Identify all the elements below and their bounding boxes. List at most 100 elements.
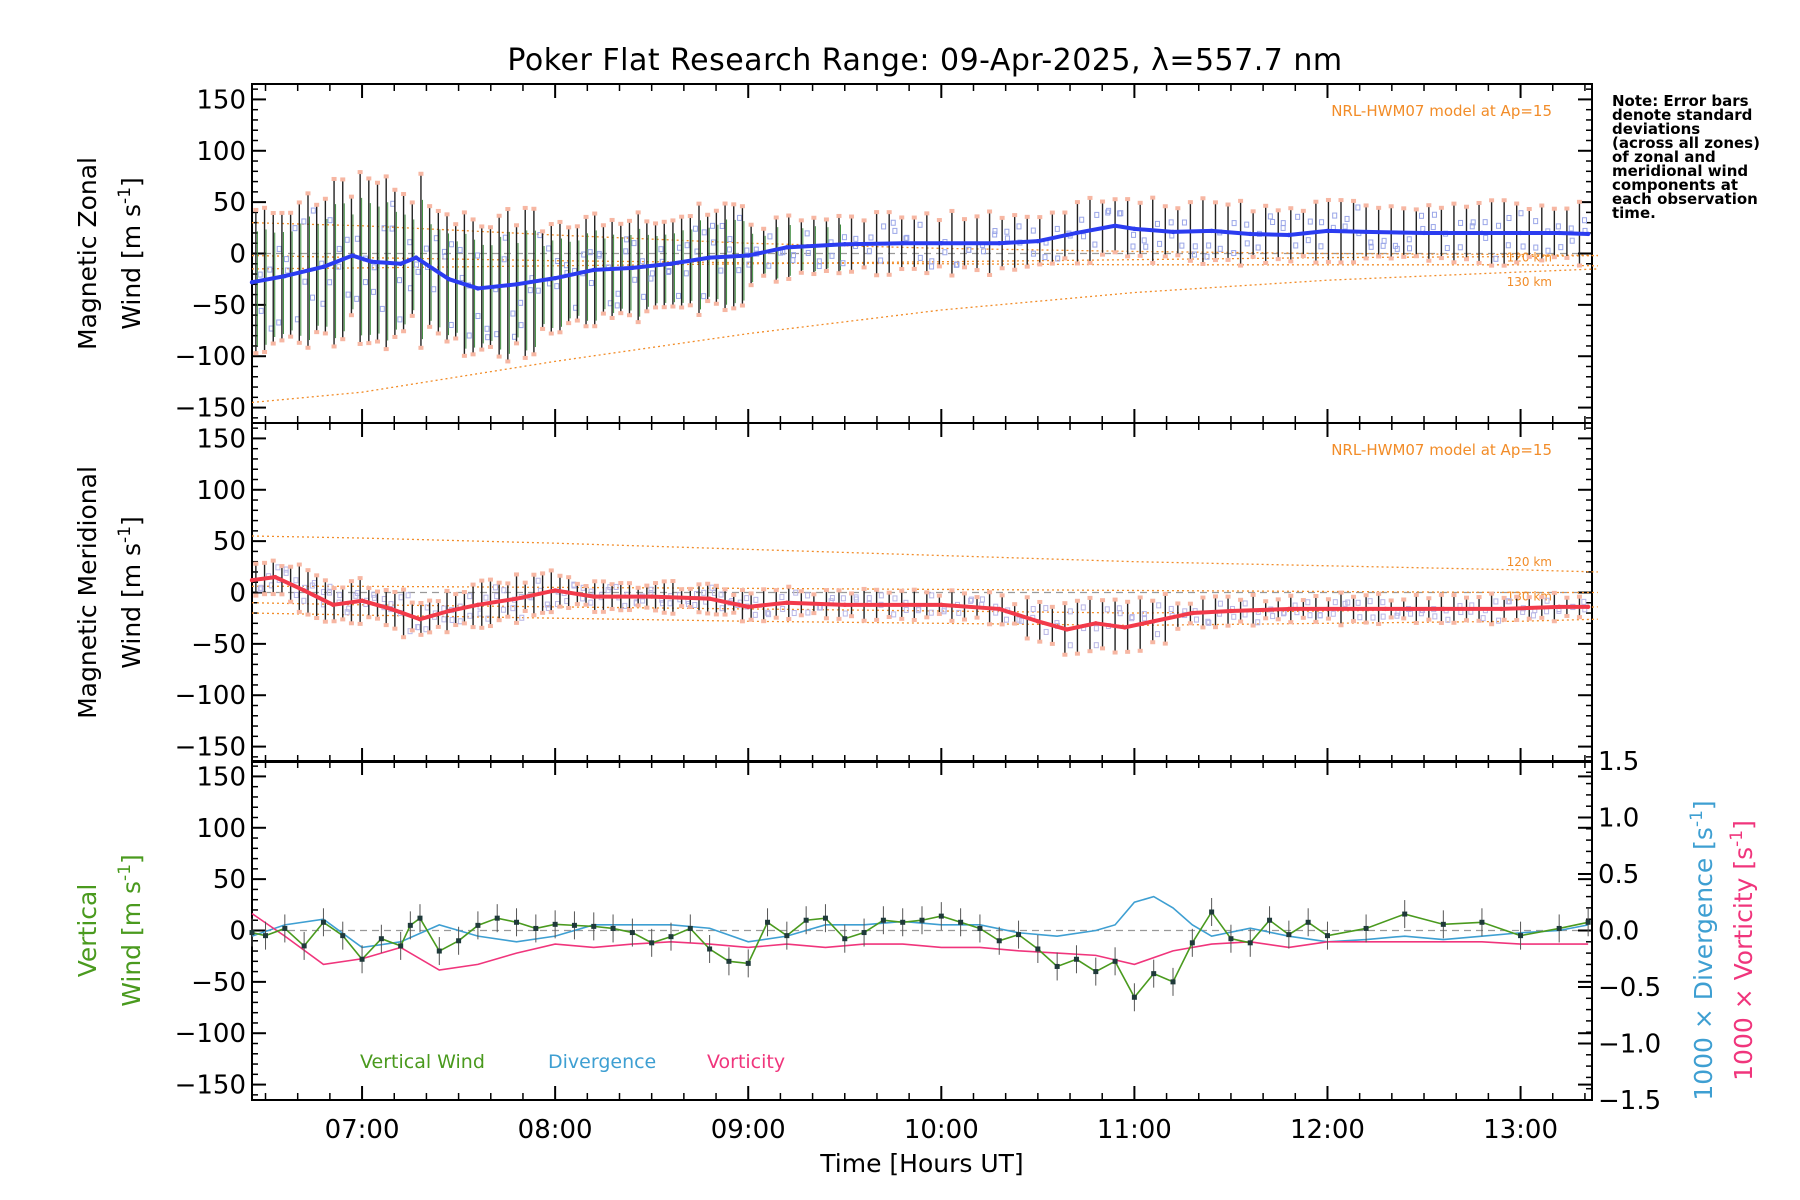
vertical-wind-point <box>1479 919 1485 925</box>
zone-point <box>1125 197 1131 202</box>
zonal-wind-point <box>1325 228 1330 234</box>
zone-point <box>1003 616 1009 623</box>
zone-point <box>258 307 264 314</box>
zone-point <box>861 586 867 591</box>
zone-point <box>479 578 485 583</box>
zone-point <box>1376 622 1382 627</box>
zone-point <box>1394 612 1400 619</box>
zone-point <box>767 233 773 240</box>
zone-point <box>326 589 332 596</box>
zone-point <box>305 345 311 350</box>
zone-point <box>1049 641 1055 646</box>
zone-point <box>1342 600 1348 607</box>
zone-point <box>401 329 407 334</box>
zone-point <box>1267 213 1273 220</box>
zone-point <box>903 606 909 613</box>
zone-point <box>253 593 259 598</box>
zone-point <box>744 247 750 254</box>
zone-point <box>1408 610 1414 617</box>
y2-tick-label: −1.5 <box>1598 1086 1661 1116</box>
divergence-axis-label: 1000 × Divergence [s-1] <box>1687 800 1718 1100</box>
zone-point <box>648 275 654 282</box>
x-tick-label: 11:00 <box>1097 1115 1172 1145</box>
zone-point <box>949 618 955 623</box>
zone-point <box>665 269 671 276</box>
y-tick-label: 0 <box>229 579 246 609</box>
zone-point <box>522 608 528 613</box>
zone-point <box>696 610 702 615</box>
zone-point <box>344 236 350 243</box>
zone-point <box>1157 240 1163 247</box>
zone-point <box>600 609 606 614</box>
zone-point <box>670 611 676 616</box>
zone-point <box>626 313 632 318</box>
vertical-wind-point <box>249 930 255 936</box>
zone-point <box>929 258 935 265</box>
zone-point <box>270 341 276 346</box>
zone-point <box>1043 605 1049 612</box>
vertical-wind-point <box>417 915 423 921</box>
y2-tick-label: 1.0 <box>1598 804 1639 834</box>
zone-point <box>966 246 972 253</box>
meridional-wind-point <box>784 600 790 605</box>
zone-point <box>1288 593 1294 598</box>
zone-point <box>667 600 673 607</box>
model-curve <box>251 254 1598 267</box>
y-tick-label: −50 <box>191 630 246 660</box>
zone-point <box>375 589 381 594</box>
zone-point <box>453 592 459 597</box>
zone-point <box>1067 608 1073 615</box>
zone-point <box>583 602 589 607</box>
zone-point <box>574 581 580 586</box>
y-tick-label: −50 <box>191 968 246 998</box>
meridional-wind-point <box>446 608 452 614</box>
zone-point <box>635 603 641 608</box>
zone-point <box>618 311 624 316</box>
meridional-wind-point <box>591 594 596 599</box>
zone-point <box>1370 614 1376 621</box>
zonal-wind-point <box>746 253 751 258</box>
zone-point <box>566 575 572 580</box>
zone-point <box>514 341 520 346</box>
zone-point <box>314 202 320 207</box>
zone-point <box>904 234 910 241</box>
zone-point <box>1187 200 1193 205</box>
x-tick-label: 07:00 <box>325 1115 400 1145</box>
vertical-wind-point <box>1112 958 1118 964</box>
zone-point <box>766 611 772 618</box>
zone-point <box>546 245 552 252</box>
zone-point <box>1087 595 1093 600</box>
vertical-wind-point <box>610 925 616 931</box>
meridional-wind-point <box>1093 621 1098 626</box>
zone-point <box>588 599 594 606</box>
zone-point <box>1049 604 1055 609</box>
zone-point <box>1217 600 1223 607</box>
zone-point <box>722 308 728 313</box>
zone-point <box>840 595 846 602</box>
y-tick-label: 100 <box>196 137 246 167</box>
zone-point <box>587 249 593 256</box>
zonal-wind-point <box>630 265 635 271</box>
note-line: deviations <box>1612 120 1700 138</box>
zone-point <box>1451 620 1457 625</box>
zone-point <box>609 582 615 587</box>
y-tick-label: −150 <box>175 394 246 424</box>
zone-point <box>718 591 724 598</box>
zone-point <box>540 229 546 234</box>
vertical-wind-point <box>263 933 269 939</box>
zone-point <box>1093 642 1099 649</box>
zone-point <box>1576 263 1582 268</box>
zone-point <box>1526 254 1532 259</box>
vertical-wind-point <box>707 946 713 952</box>
zone-point <box>1338 623 1344 628</box>
zone-point <box>484 325 490 332</box>
zone-point <box>696 582 702 587</box>
zone-point <box>1376 205 1382 210</box>
zone-point <box>790 257 796 264</box>
zone-point <box>719 222 725 229</box>
vertical-wind-point <box>1556 925 1562 931</box>
zone-point <box>284 267 290 274</box>
zone-point <box>899 616 905 621</box>
zone-point <box>258 584 264 591</box>
zone-point <box>531 613 537 618</box>
